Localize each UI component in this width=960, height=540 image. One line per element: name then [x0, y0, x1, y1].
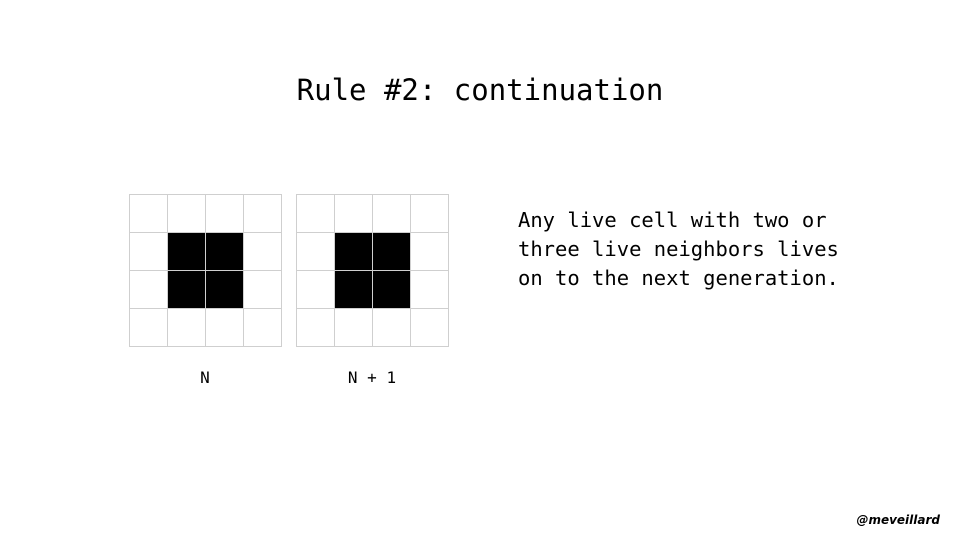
dead-cell	[373, 309, 411, 347]
live-cell	[168, 271, 206, 309]
dead-cell	[297, 233, 335, 271]
live-cell	[335, 233, 373, 271]
dead-cell	[168, 309, 206, 347]
grid-label-n-plus-1: N + 1	[347, 368, 397, 387]
live-cell	[335, 271, 373, 309]
rule-description: Any live cell with two or three live nei…	[518, 208, 839, 290]
dead-cell	[411, 309, 449, 347]
dead-cell	[335, 195, 373, 233]
dead-cell	[244, 309, 282, 347]
dead-cell	[373, 195, 411, 233]
dead-cell	[244, 271, 282, 309]
dead-cell	[411, 233, 449, 271]
dead-cell	[130, 309, 168, 347]
live-cell	[168, 233, 206, 271]
live-cell	[206, 233, 244, 271]
grid-label-n: N	[200, 368, 210, 387]
dead-cell	[244, 195, 282, 233]
dead-cell	[168, 195, 206, 233]
dead-cell	[297, 271, 335, 309]
dead-cell	[130, 271, 168, 309]
live-cell	[206, 271, 244, 309]
dead-cell	[335, 309, 373, 347]
author-handle: @meveillard	[856, 513, 940, 527]
dead-cell	[206, 195, 244, 233]
grid-generation-n	[129, 194, 282, 347]
dead-cell	[411, 195, 449, 233]
live-cell	[373, 271, 411, 309]
live-cell	[373, 233, 411, 271]
dead-cell	[130, 233, 168, 271]
dead-cell	[411, 271, 449, 309]
dead-cell	[244, 233, 282, 271]
dead-cell	[297, 309, 335, 347]
dead-cell	[206, 309, 244, 347]
dead-cell	[130, 195, 168, 233]
slide-title: Rule #2: continuation	[296, 73, 664, 107]
grid-generation-n-plus-1	[296, 194, 449, 347]
dead-cell	[297, 195, 335, 233]
